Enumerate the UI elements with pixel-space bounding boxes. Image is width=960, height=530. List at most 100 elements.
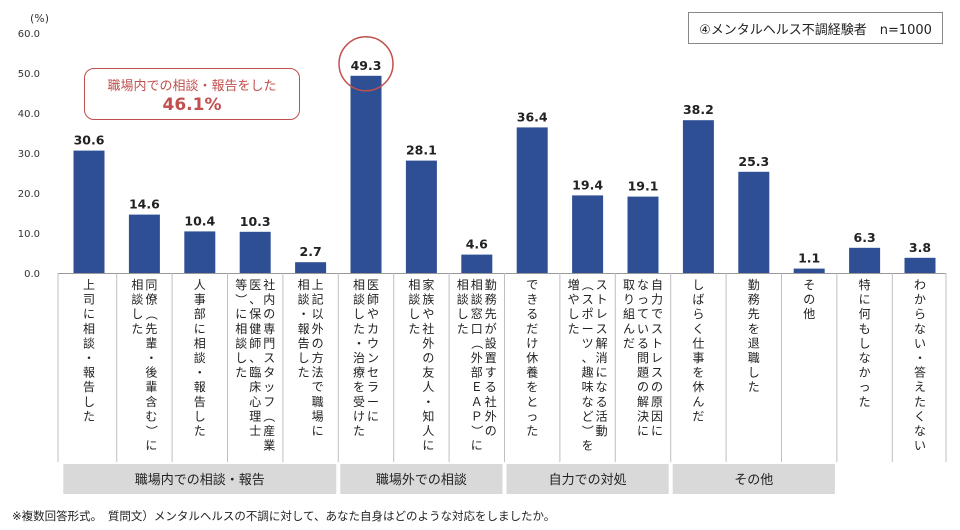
category-label-char: 趣	[582, 365, 594, 380]
category-label-char: る	[485, 380, 497, 394]
category-label-char: 輩	[145, 379, 157, 394]
category-label-char: に	[83, 307, 95, 321]
category-label-char: る	[637, 336, 649, 350]
category-label-char: わ	[914, 278, 926, 292]
category-label-char: 取	[623, 278, 635, 292]
category-label-char: ・	[298, 307, 310, 321]
category-label-char: 報	[194, 380, 206, 394]
y-tick-label: 10.0	[18, 229, 40, 240]
data-label: 4.6	[466, 237, 488, 252]
category-label-char: や	[367, 307, 379, 321]
category-label-char: で	[526, 278, 538, 292]
data-label: 14.6	[129, 197, 160, 212]
category-label-char: ・	[353, 336, 365, 350]
category-label-char: レ	[596, 307, 608, 321]
category-label-char: に	[471, 439, 483, 453]
category-label-char: 口	[471, 322, 483, 336]
category-label-char: 置	[485, 351, 497, 365]
category-label-char: 相	[298, 278, 310, 292]
category-label-char: っ	[526, 409, 538, 423]
category-label-char: を	[353, 380, 365, 394]
category-label-char: し	[408, 307, 420, 321]
category-label-char: （	[262, 410, 276, 422]
category-label-char: 仕	[692, 336, 704, 350]
category-label-char: 門	[263, 336, 275, 350]
bar	[682, 120, 714, 273]
category-label-char: に	[367, 409, 379, 423]
category-label-char: 設	[485, 335, 497, 350]
category-label-char: 談	[298, 292, 310, 307]
category-label-char: や	[422, 307, 434, 321]
category-label-char: を	[748, 322, 760, 336]
bar	[572, 195, 604, 273]
data-label: 36.4	[517, 109, 548, 124]
category-label-char: ・	[145, 351, 157, 365]
category-label-char: 原	[651, 395, 663, 409]
category-label-char: 職	[312, 395, 324, 409]
category-label-char: ス	[263, 351, 275, 365]
category-label-char: に	[194, 322, 206, 336]
category-label-char: し	[568, 307, 580, 321]
category-label-char: ン	[367, 351, 379, 365]
category-label-char: た	[131, 322, 143, 336]
category-label-char: ・	[914, 351, 926, 365]
category-label-char: 勤	[485, 278, 497, 292]
category-label-char: 養	[526, 365, 538, 380]
category-label-char: か	[859, 366, 871, 380]
category-label-char: だ	[623, 336, 635, 350]
category-label-char: ポ	[582, 307, 594, 321]
category-label-char: カ	[367, 322, 379, 336]
category-label-char: 産	[263, 423, 275, 438]
category-label-char: た	[298, 366, 310, 380]
category-label-char: た	[748, 380, 760, 394]
category-label-char: 特	[859, 277, 871, 292]
data-label: 2.7	[300, 244, 322, 259]
group-label: 職場内での相談・報告	[135, 472, 265, 488]
category-label-char: 医	[367, 278, 379, 292]
category-label-char: を	[582, 439, 594, 453]
category-label-char: く	[692, 322, 704, 336]
data-label: 19.4	[572, 177, 603, 192]
category-label-char: ツ	[582, 336, 594, 350]
category-label-char: 友	[422, 366, 434, 380]
category-label-char: だ	[526, 322, 538, 336]
category-label-char: な	[914, 424, 926, 438]
category-label-char: 解	[637, 395, 649, 409]
category-label-char: け	[353, 409, 365, 423]
group-band	[63, 464, 337, 494]
category-label-char: 含	[145, 394, 157, 409]
category-label-char: 人	[194, 278, 206, 292]
category-label-char: ス	[596, 322, 608, 336]
category-label-char: 相	[471, 278, 483, 292]
category-label-char: 、	[249, 293, 261, 307]
bar	[793, 268, 825, 273]
category-label-char: と	[526, 395, 538, 409]
category-label-char: た	[859, 395, 871, 409]
category-label-char: 談	[131, 292, 143, 307]
category-label-char: や	[568, 293, 580, 307]
category-label-char: 臨	[249, 366, 261, 380]
category-label-char: 勤	[748, 278, 760, 292]
category-label-char: 社	[485, 394, 497, 409]
category-label-char: な	[859, 351, 871, 365]
data-label: 10.3	[240, 214, 271, 229]
category-label-char: た	[457, 322, 469, 336]
category-label-char: し	[194, 409, 206, 423]
category-label-char: ら	[692, 307, 704, 321]
category-label-char: 報	[298, 322, 310, 336]
category-label-char: た	[353, 424, 365, 438]
category-label-char: 動	[596, 424, 608, 438]
category-label-char: 消	[596, 351, 608, 365]
category-label-char: 保	[249, 307, 261, 321]
category-label-char: え	[914, 380, 926, 394]
category-label-char: 務	[485, 293, 497, 307]
category-label-char: Ａ	[471, 395, 483, 409]
category-label-char: 社	[422, 321, 434, 336]
category-label-char: に	[145, 439, 157, 453]
category-label-char: な	[582, 395, 594, 409]
category-label-char: 家	[422, 277, 434, 292]
y-tick-label: 40.0	[18, 109, 40, 120]
category-label-char: ス	[596, 278, 608, 292]
category-label-char: 退	[748, 336, 760, 350]
category-label-char: 族	[422, 293, 434, 307]
